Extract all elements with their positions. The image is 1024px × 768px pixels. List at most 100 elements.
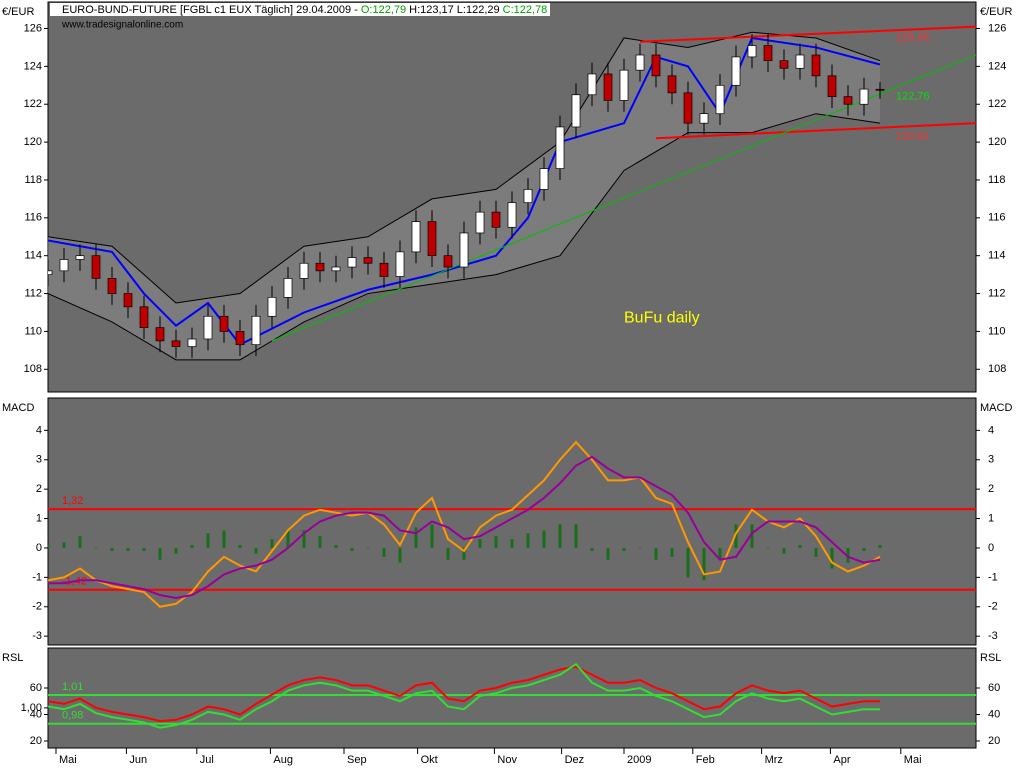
candle-body bbox=[859, 88, 869, 105]
histogram-bar bbox=[766, 547, 770, 549]
candle-body bbox=[603, 73, 613, 101]
histogram-bar bbox=[206, 533, 210, 548]
histogram-bar bbox=[190, 545, 194, 548]
candle-body bbox=[475, 211, 485, 234]
y-tick-label: 112 bbox=[24, 287, 42, 299]
y-tick-label-right: 4 bbox=[988, 424, 994, 436]
rsi-line bbox=[48, 662, 880, 729]
annotation: 120,81 bbox=[896, 130, 930, 142]
y-tick-label: 60 bbox=[30, 682, 42, 694]
annotation: 122,76 bbox=[896, 91, 930, 103]
candle-body bbox=[187, 338, 197, 347]
y-tick-label-right: 122 bbox=[988, 98, 1006, 110]
candle-body bbox=[555, 126, 565, 169]
histogram-bar bbox=[174, 547, 178, 554]
x-tick-label: Jun bbox=[129, 754, 147, 766]
histogram-bar bbox=[334, 545, 338, 548]
x-tick-label: Okt bbox=[421, 754, 438, 766]
overlay-line bbox=[655, 122, 976, 140]
y-tick-label-right: 110 bbox=[988, 325, 1006, 337]
candle-body bbox=[427, 221, 437, 257]
histogram-bar bbox=[302, 530, 306, 548]
y-tick-label-right: 2 bbox=[988, 483, 994, 495]
histogram-bar bbox=[686, 547, 690, 578]
histogram-bar bbox=[574, 524, 578, 548]
plot-area: 125,95 120,81 122,76 BuFu daily bbox=[48, 25, 976, 361]
candle-body bbox=[731, 56, 741, 86]
histogram-bar bbox=[238, 545, 242, 548]
candle-body bbox=[171, 340, 181, 347]
candle-body bbox=[651, 54, 661, 77]
y-axis-label: MACD bbox=[2, 402, 34, 414]
annotation: 125,95 bbox=[896, 32, 930, 44]
annotation: BuFu daily bbox=[624, 309, 700, 326]
candle-body bbox=[747, 45, 757, 58]
candle-body bbox=[795, 54, 805, 69]
x-tick-label: Nov bbox=[497, 754, 517, 766]
y-tick-label: 118 bbox=[24, 174, 42, 186]
histogram-bar bbox=[158, 547, 162, 560]
histogram-bar bbox=[478, 539, 482, 548]
histogram-bar bbox=[142, 547, 146, 551]
y-tick-label-right: 1 bbox=[988, 512, 994, 524]
candle-body bbox=[203, 315, 213, 340]
candle-body bbox=[443, 255, 453, 268]
histogram-bar bbox=[62, 542, 66, 548]
y-tick-label: 126 bbox=[24, 22, 42, 34]
histogram-bar bbox=[846, 547, 850, 563]
header-title: EURO-BUND-FUTURE [FGBL c1 EUX Täglich] 2… bbox=[62, 4, 358, 16]
y-tick-label-right: 118 bbox=[988, 174, 1006, 186]
y-tick-label: 4 bbox=[36, 424, 42, 436]
candle-body bbox=[331, 266, 341, 272]
y-tick-label: 122 bbox=[24, 98, 42, 110]
histogram-bar bbox=[462, 547, 466, 560]
histogram-bar bbox=[398, 547, 402, 563]
y-tick-label: 40 bbox=[30, 708, 42, 720]
histogram-bar bbox=[558, 524, 562, 548]
y-tick-label-right: 112 bbox=[988, 287, 1006, 299]
histogram-bar bbox=[622, 547, 626, 551]
candle-body bbox=[139, 306, 149, 328]
histogram-bar bbox=[814, 547, 818, 557]
candle-body bbox=[48, 270, 53, 275]
histogram-bar bbox=[110, 547, 114, 551]
candle-body bbox=[395, 251, 405, 277]
band-fill bbox=[48, 32, 880, 360]
candle-body bbox=[667, 75, 677, 94]
x-tick-label: Aug bbox=[273, 754, 293, 766]
y-tick-label: 2 bbox=[36, 483, 42, 495]
histogram-bar bbox=[862, 547, 866, 551]
histogram-bar bbox=[590, 547, 594, 551]
ohlc-label: L:122,29 bbox=[457, 4, 500, 16]
histogram-bar bbox=[126, 547, 130, 551]
y-tick-label: 0 bbox=[36, 542, 42, 554]
y-tick-label-right: 114 bbox=[988, 250, 1006, 262]
histogram-bar bbox=[254, 547, 258, 554]
y-axis-label: RSL bbox=[2, 652, 23, 664]
y-tick-label-right: -1 bbox=[988, 571, 998, 583]
x-tick-label: Apr bbox=[833, 754, 850, 766]
header-bg bbox=[50, 3, 550, 16]
histogram-bar bbox=[798, 545, 802, 548]
y-tick-label: -1 bbox=[32, 571, 42, 583]
histogram-bar bbox=[494, 536, 498, 548]
histogram-bar bbox=[318, 536, 322, 548]
candle-body bbox=[235, 331, 245, 346]
histogram-bar bbox=[382, 547, 386, 557]
candle-body bbox=[91, 255, 101, 279]
histogram-bar bbox=[366, 547, 370, 549]
histogram-bar bbox=[510, 539, 514, 548]
y-tick-label: 3 bbox=[36, 454, 42, 466]
y-tick-label: 110 bbox=[24, 325, 42, 337]
y-tick-label-right: -2 bbox=[988, 601, 998, 613]
candle-body bbox=[251, 315, 261, 346]
candle-body bbox=[875, 88, 885, 91]
y-tick-label-right: 40 bbox=[988, 708, 1000, 720]
candle-body bbox=[315, 262, 325, 272]
header: EURO-BUND-FUTURE [FGBL c1 EUX Täglich] 2… bbox=[62, 4, 547, 16]
subtitle: www.tradesignalonline.com bbox=[61, 20, 183, 31]
y-tick-label: -2 bbox=[32, 601, 42, 613]
histogram-bar bbox=[670, 547, 674, 557]
histogram-bar bbox=[750, 524, 754, 548]
